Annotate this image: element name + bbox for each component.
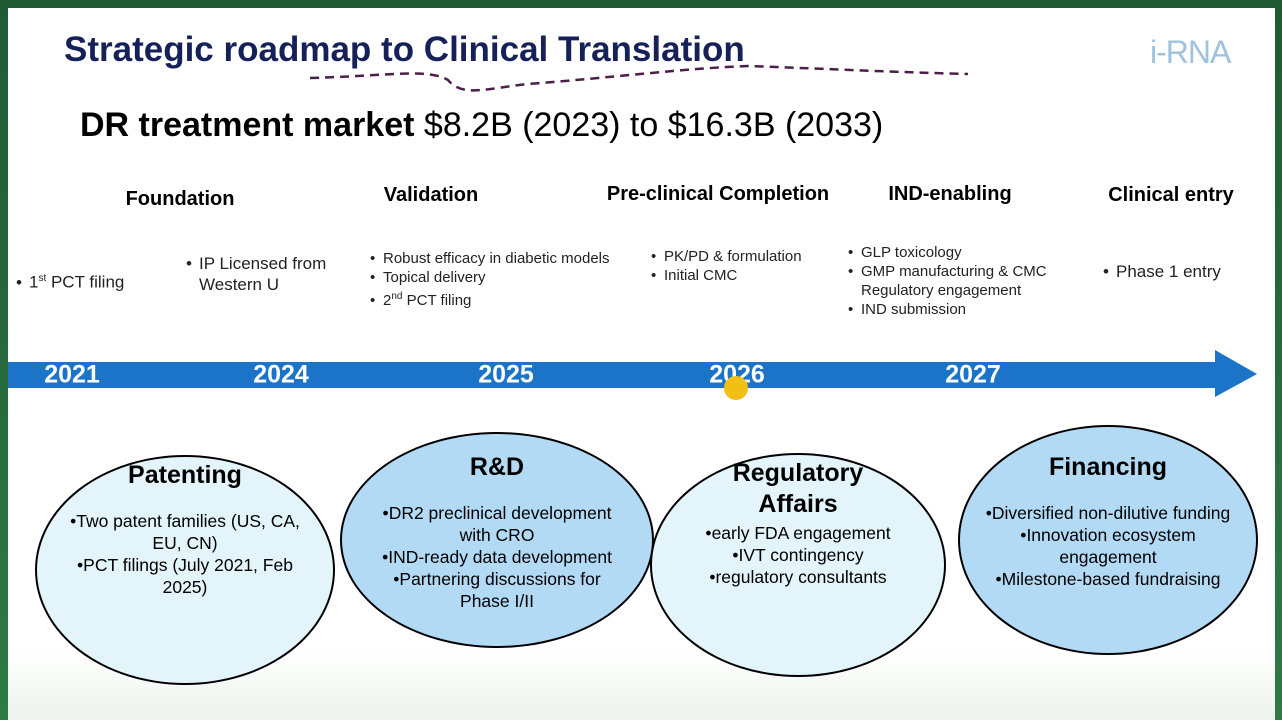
milestone-item: PK/PD & formulation bbox=[651, 247, 864, 266]
pillar-item: regulatory consultants bbox=[678, 566, 918, 588]
milestone-title: Clinical entry bbox=[1108, 184, 1234, 206]
item-superscript: st bbox=[38, 273, 47, 284]
pillar-title: Regulatory Affairs bbox=[732, 459, 864, 518]
item-superscript: nd bbox=[391, 291, 403, 302]
title: Strategic roadmap to Clinical Translatio… bbox=[64, 30, 745, 69]
milestone-item: GLP toxicology bbox=[848, 243, 1111, 262]
timeline-year: 2024 bbox=[253, 360, 309, 389]
pillar-title: Patenting bbox=[128, 461, 242, 489]
pillar-item: Milestone-based fundraising bbox=[973, 568, 1243, 590]
pillar-item: DR2 preclinical development with CRO bbox=[367, 502, 627, 546]
timeline-year: 2021 bbox=[44, 360, 100, 389]
timeline-year: 2025 bbox=[478, 360, 534, 389]
milestone-item: 1st PCT filing bbox=[16, 268, 229, 293]
item-text: 2 bbox=[383, 292, 392, 309]
pillar-title: Financing bbox=[1048, 453, 1168, 481]
milestone-item: GMP manufacturing & CMC bbox=[848, 262, 1111, 281]
pillar-item: Diversified non-dilutive funding bbox=[973, 502, 1243, 524]
decor bbox=[8, 64, 1257, 397]
milestone-title: IND-enabling bbox=[888, 183, 1012, 205]
milestone-item: 2nd PCT filing bbox=[370, 287, 663, 310]
pillar-item: Two patent families (US, CA, EU, CN) bbox=[70, 510, 300, 554]
milestone-item: Robust efficacy in diabetic models bbox=[370, 249, 663, 268]
pillar-item: Innovation ecosystem engagement bbox=[973, 524, 1243, 568]
item-text: PCT filing bbox=[46, 272, 125, 292]
cursor-dot bbox=[724, 376, 748, 400]
milestone-title: Foundation bbox=[125, 188, 235, 210]
milestone-title: Validation bbox=[383, 184, 479, 206]
pillar-item: PCT filings (July 2021, Feb 2025) bbox=[70, 554, 300, 598]
milestone-item: Regulatory engagement bbox=[861, 282, 1022, 299]
pillar-item: early FDA engagement bbox=[678, 522, 918, 544]
market-headline: DR treatment market $8.2B (2023) to $16.… bbox=[80, 106, 883, 145]
annotation-scribble bbox=[309, 64, 969, 92]
item-text: 1 bbox=[29, 272, 39, 292]
item-text: PCT filing bbox=[402, 292, 472, 309]
market-value: $8.2B (2023) to $16.3B (2033) bbox=[423, 106, 884, 144]
milestone-item: IND submission bbox=[848, 300, 1111, 319]
market-label: DR treatment market bbox=[80, 106, 415, 144]
pillar-item: IVT contingency bbox=[678, 544, 918, 566]
milestone-item: IP Licensed from Western U bbox=[186, 253, 359, 295]
timeline-arrow bbox=[8, 350, 1257, 397]
pillar-item: IND-ready data development bbox=[367, 546, 627, 568]
timeline-year: 2027 bbox=[945, 360, 1001, 389]
pillar-item: Partnering discussions for Phase I/II bbox=[377, 568, 617, 612]
milestone-item: Initial CMC bbox=[651, 266, 864, 285]
milestone-item: Phase 1 entry bbox=[1103, 261, 1282, 282]
milestone-title: Pre-clinical Completion bbox=[606, 183, 830, 205]
pillar-title: R&D bbox=[469, 453, 525, 481]
logo: i-RNA bbox=[1150, 34, 1231, 70]
milestone-item: Topical delivery bbox=[370, 268, 663, 287]
